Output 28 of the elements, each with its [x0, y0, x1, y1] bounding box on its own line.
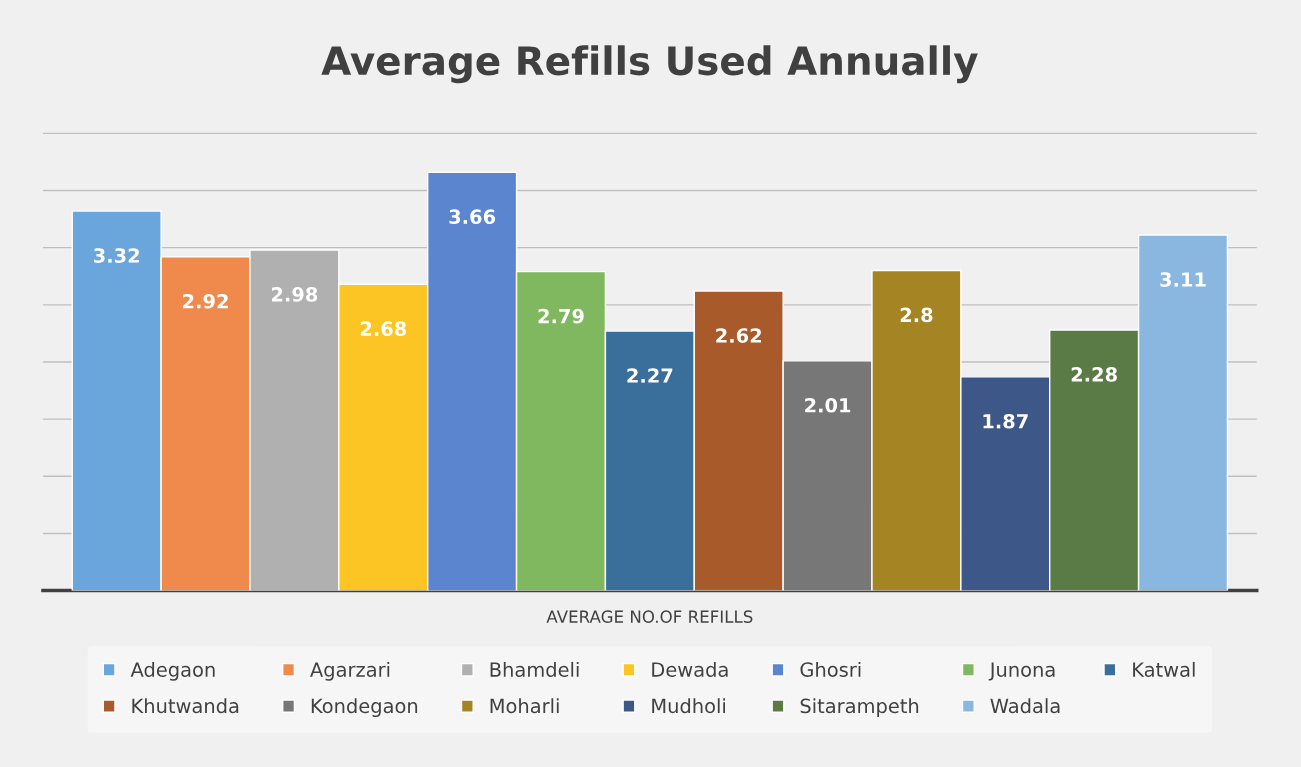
data-label: 1.87 — [983, 413, 1028, 429]
data-label: 2.68 — [360, 321, 407, 337]
data-label: 2.27 — [627, 368, 673, 383]
data-label: 2.98 — [271, 287, 318, 302]
legend-label: Kondegaon — [311, 698, 418, 718]
legend-label: Bhamdeli — [490, 661, 579, 677]
legend-label: Mudholi — [652, 698, 725, 714]
data-label: 2.62 — [716, 328, 762, 343]
legend-label: Agarzari — [310, 661, 390, 681]
x-axis-title: AVERAGE NO.OF REFILLS — [546, 610, 753, 623]
legend-label: Khutwanda — [132, 698, 239, 714]
data-label: 3.11 — [1160, 272, 1206, 287]
data-label: 3.32 — [94, 248, 139, 263]
legend-label: Katwal — [1133, 661, 1195, 677]
legend-label: Sitarampeth — [800, 698, 919, 718]
data-label: 2.79 — [538, 308, 584, 324]
data-label: 2.8 — [900, 307, 933, 323]
legend-label: Adegaon — [130, 661, 215, 681]
data-label: 2.01 — [805, 397, 851, 413]
data-label: 3.66 — [449, 209, 496, 225]
data-label: 2.92 — [183, 293, 228, 309]
legend-label: Moharli — [490, 698, 559, 714]
legend-label: Junona — [988, 662, 1055, 681]
legend-label: Wadala — [990, 698, 1060, 714]
chart-title: Average Refills Used Annually — [321, 45, 978, 84]
legend-label: Ghosri — [800, 661, 861, 677]
legend-label: Dewada — [652, 661, 728, 677]
data-label: 2.28 — [1071, 367, 1117, 382]
